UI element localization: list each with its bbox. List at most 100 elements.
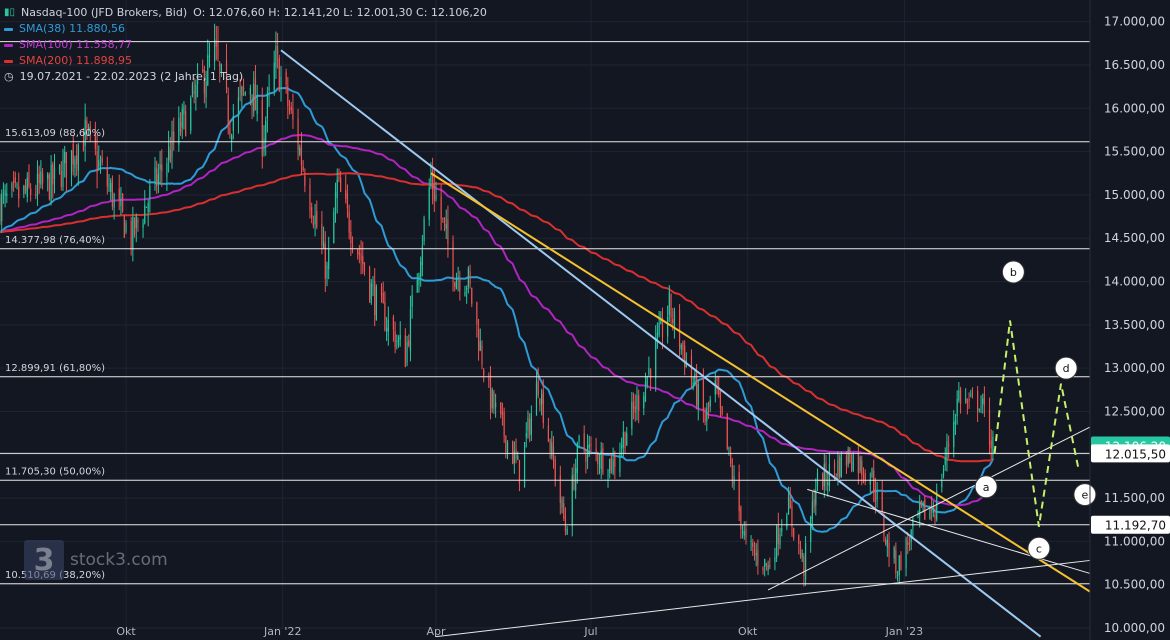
candle-body	[384, 302, 386, 331]
candle-body	[765, 563, 768, 566]
candle-body	[86, 120, 88, 129]
candle-body	[495, 402, 497, 408]
legend-sma38-row[interactable]: SMA(38) 11.880,56	[4, 21, 487, 37]
candle-body	[65, 151, 68, 178]
candle-body	[564, 517, 567, 532]
candle-body	[922, 501, 924, 507]
candle-body	[738, 472, 740, 512]
time-axis[interactable]: Okt Jan '22 Apr Jul Okt Jan '23	[116, 625, 923, 638]
candle-body	[803, 555, 805, 576]
candle-body	[670, 293, 672, 318]
candle-body	[195, 84, 197, 99]
candle-body	[99, 163, 102, 165]
time-tick-label: Jan '22	[263, 625, 301, 638]
candle-body	[213, 39, 216, 62]
candle-body	[420, 261, 422, 277]
legend-symbol-row: ▮▯ Nasdaq-100 (JFD Brokers, Bid) O: 12.0…	[4, 5, 487, 21]
candle-body	[869, 479, 871, 485]
candle-body	[36, 173, 39, 197]
candle-body	[948, 444, 950, 446]
candle-body	[946, 441, 948, 462]
candle-body	[299, 147, 301, 155]
candle-body	[322, 241, 325, 249]
wave-label-c: c	[1036, 542, 1042, 555]
candle-body	[965, 398, 967, 401]
candle-body	[791, 506, 793, 527]
candle-body	[154, 167, 156, 182]
legend-sma100-row[interactable]: SMA(100) 11.558,77	[4, 37, 487, 53]
candle-body	[743, 531, 745, 536]
candle-body	[418, 273, 420, 286]
candle-body	[411, 294, 413, 307]
candle-body	[220, 64, 223, 73]
candle-body	[445, 223, 447, 229]
candle-body	[147, 202, 149, 212]
candle-body	[537, 380, 539, 396]
candle-body	[563, 503, 565, 519]
candle-body	[678, 309, 681, 348]
candle-body	[971, 393, 974, 395]
candle-body	[992, 436, 994, 453]
wave-marker-b	[1001, 260, 1025, 284]
candle-body	[309, 184, 311, 212]
candle-body	[239, 90, 241, 92]
candle-body	[600, 450, 602, 469]
candle-body	[804, 543, 807, 580]
candle-body	[208, 56, 211, 58]
candle-body	[849, 448, 851, 463]
candle-body	[13, 181, 15, 183]
candle-body	[23, 185, 25, 194]
price-tick-label: 14.500,00	[1104, 231, 1165, 245]
candle-body	[125, 222, 127, 233]
time-tick-label: Okt	[738, 625, 758, 638]
price-level-label: 12.899,91 (61,80%)	[5, 363, 105, 374]
candle-body	[583, 433, 585, 451]
wave-label-e: e	[1082, 489, 1089, 502]
trendlines	[280, 49, 1091, 638]
legend-sma200: SMA(200) 11.898,95	[19, 54, 133, 67]
sma-line-200	[0, 172, 993, 463]
candle-body	[840, 453, 842, 478]
candle-body	[598, 464, 601, 466]
candle-body	[382, 292, 384, 304]
candle-body	[363, 262, 366, 272]
candle-body	[98, 160, 100, 168]
candle-body	[285, 72, 287, 85]
legend-sma100: SMA(100) 11.558,77	[19, 38, 133, 51]
price-tick-label: 12.500,00	[1104, 404, 1165, 418]
candle-body	[440, 196, 442, 220]
candle-body	[30, 188, 32, 195]
candle-body	[822, 473, 824, 490]
level-price-text: 11.192,70	[1105, 519, 1166, 533]
candle-body	[576, 443, 578, 473]
candle-body	[89, 126, 91, 132]
price-tick-label: 13.500,00	[1104, 318, 1165, 332]
wave-label-b: b	[1010, 266, 1017, 279]
candle-body	[934, 513, 936, 519]
candle-body	[721, 406, 723, 415]
legend-sma200-row[interactable]: SMA(200) 11.898,95	[4, 53, 487, 69]
candle-body	[789, 495, 791, 509]
candle-body	[692, 382, 694, 385]
candle-body	[895, 549, 897, 574]
sma38-swatch	[4, 27, 13, 31]
candle-body	[517, 456, 519, 460]
candle-body	[622, 432, 624, 448]
candle-body	[815, 489, 817, 506]
candle-body	[229, 127, 231, 136]
candle-body	[6, 193, 8, 196]
trendline	[280, 49, 1042, 638]
candle-body	[697, 383, 699, 409]
candle-body	[459, 279, 461, 292]
candle-body	[205, 81, 207, 98]
candle-body	[375, 286, 377, 321]
candle-body	[106, 167, 108, 187]
candle-body	[874, 489, 877, 502]
legend-range: 19.07.2021 - 22.02.2023 (2 Jahre, 1 Tag)	[19, 70, 244, 83]
candle-body	[609, 458, 611, 474]
candle-body	[16, 184, 18, 186]
candle-body	[595, 448, 597, 453]
candle-body	[74, 158, 76, 169]
